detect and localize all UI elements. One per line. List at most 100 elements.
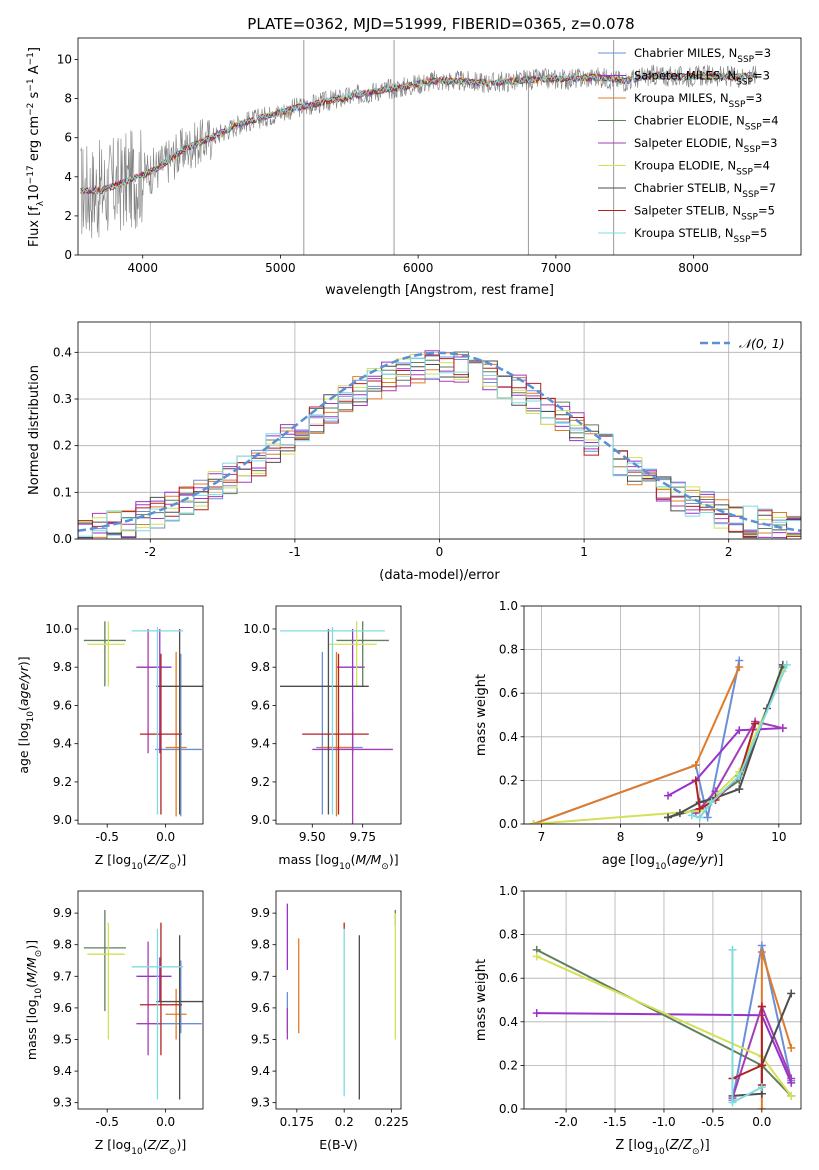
weight-line (694, 720, 784, 814)
y-tick-label: 0.2 (53, 439, 72, 453)
model-spectrum (80, 71, 757, 194)
y-axis-label-part: age [log (16, 722, 31, 773)
x-tick-label: 6000 (403, 261, 434, 275)
y-tick-label: 10.0 (243, 622, 270, 636)
extinction-mass-panel: 0.175 0.2 0.225 9.3 9.4 9.5 9.6 9.7 9.8 9.9 E(B-V) (251, 890, 409, 1152)
x-axis-label-part: ( (351, 852, 356, 867)
legend-label-part: Chabrier ELODIE, N (634, 114, 745, 128)
y-axis-label-part: ] (27, 47, 42, 52)
metallicity-mass-panel: -0.5 0.09.39.49.59.69.79.89.9Z [log10(Z/Z… (24, 890, 204, 1157)
y-tick-label: 9.8 (251, 660, 270, 674)
legend-label: Salpeter MILES, NSSP=3 (634, 69, 770, 88)
y-tick-label: 10.0 (45, 622, 72, 636)
x-axis-label: E(B-V) (319, 1137, 358, 1152)
x-axis-label: (data-model)/error (379, 568, 500, 583)
x-tick-label: 9 (696, 830, 704, 844)
legend-label-part: Kroupa STELIB, N (634, 226, 734, 240)
model-spectrum (80, 70, 758, 195)
axes-frame (77, 321, 802, 540)
y-tick-label: 6 (64, 131, 72, 145)
plot-area (529, 656, 791, 824)
legend-label-part: =3 (745, 91, 762, 105)
metallicity-weight-panel: -2.0 -1.5 -1.0 -0.5 0.0 0.0 0.2 0.4 0.6 0.8 1.0 Z [… (474, 884, 802, 1157)
y-tick-label: 9.4 (251, 1064, 270, 1078)
y-tick-label: 0.2 (499, 773, 518, 787)
y-tick-label: 9.0 (251, 813, 270, 827)
legend-label-part: Kroupa ELODIE, N (634, 159, 736, 173)
normal-curve (78, 351, 801, 533)
y-axis-label-part: A (27, 65, 42, 78)
legend-label-part: SSP (729, 100, 746, 110)
y-tick-label: 9.6 (251, 698, 270, 712)
y-tick-label: 0 (64, 248, 72, 262)
plot-area (83, 909, 203, 1100)
x-tick-label: -2.0 (554, 1115, 577, 1129)
y-tick-label: 8 (64, 92, 72, 106)
x-tick-label: -0.5 (95, 1115, 118, 1129)
x-tick-label: 4000 (127, 261, 158, 275)
weight-line (533, 671, 784, 824)
legend-label: Salpeter ELODIE, NSSP=3 (634, 136, 777, 155)
legend-label-part: =5 (758, 204, 775, 218)
y-axis-label-part: Flux [f (27, 206, 42, 247)
x-tick-label: -1.0 (652, 1115, 675, 1129)
x-axis-label-part: mass [log (278, 852, 339, 867)
axes-frame (77, 37, 802, 256)
x-tick-label: 7000 (541, 261, 572, 275)
y-axis-label-part: ( (16, 706, 31, 711)
y-tick-label: 0.8 (499, 928, 518, 942)
legend-label-part: SSP (742, 190, 759, 200)
x-axis-label-part: E(B-V) (319, 1137, 358, 1152)
x-axis-label-part: )] (389, 852, 399, 867)
x-tick-label: 0.0 (752, 1115, 771, 1129)
axes-frame (275, 605, 402, 825)
y-tick-label: 0.6 (499, 971, 518, 985)
residual-histogram-panel: -2 -1 0 1 2 0.0 0.1 0.2 0.3 0.4 𝒩(0, 1) (data-model… (27, 321, 802, 583)
legend-label: Kroupa ELODIE, NSSP=4 (634, 159, 770, 178)
grid (524, 605, 801, 825)
legend-label-part: Chabrier MILES, N (634, 46, 737, 60)
weight-line (667, 664, 784, 819)
x-axis-label-part: 10 (653, 1147, 665, 1157)
y-axis-label-part: 10 (27, 184, 42, 201)
y-tick-label: 0.0 (499, 817, 518, 831)
x-axis-label: mass [log10(M/M⊙)] (278, 852, 398, 872)
x-axis-label-part: wavelength [Angstrom, rest frame] (325, 283, 554, 298)
y-axis-label-part: )] (24, 940, 39, 950)
y-axis-label-part: age/yr (16, 665, 31, 706)
x-axis-label-part: ⊙ (169, 1147, 177, 1157)
legend-label: Kroupa MILES, NSSP=3 (634, 91, 762, 110)
legend-label-part: =7 (759, 181, 776, 195)
legend-label-part: SSP (736, 168, 753, 178)
y-axis-label-part: −1 (26, 52, 36, 65)
y-tick-label: 9.7 (53, 969, 72, 983)
y-tick-label: 2 (64, 209, 72, 223)
legend-label-part: =3 (761, 136, 778, 150)
x-axis-label-part: ( (143, 852, 148, 867)
x-tick-label: 8000 (678, 261, 709, 275)
x-axis-label-part: age/yr (671, 853, 714, 868)
x-axis-label-part: ⊙ (381, 862, 389, 872)
y-tick-label: 0.4 (53, 345, 72, 359)
y-axis-label: Flux [fλ10−17 erg cm−2 s−1 A−1] (26, 47, 46, 247)
y-tick-label: 0.6 (499, 686, 518, 700)
y-axis-label-part: M/M (24, 957, 39, 983)
y-tick-label: 9.3 (53, 1096, 72, 1110)
legend-label: Chabrier STELIB, NSSP=7 (634, 181, 776, 200)
x-axis-label-part: M/M (356, 852, 382, 867)
x-tick-label: 7 (538, 830, 546, 844)
legend-label: Chabrier MILES, NSSP=3 (634, 46, 771, 65)
x-tick-label: -2 (144, 545, 156, 559)
x-axis-label-part: Z/Z (669, 1138, 693, 1153)
legend-label-part: Salpeter ELODIE, N (634, 136, 744, 150)
legend-label: Chabrier ELODIE, NSSP=4 (634, 114, 779, 133)
plot-area (78, 350, 801, 539)
x-axis-label-part: 10 (655, 862, 667, 872)
y-tick-label: 9.4 (251, 737, 270, 751)
x-tick-label: -0.5 (95, 830, 118, 844)
y-axis-label-part: s (27, 91, 42, 102)
x-axis-label-part: 10 (131, 1147, 143, 1157)
y-tick-label: 9.5 (53, 1032, 72, 1046)
x-axis-label-part: 10 (131, 862, 143, 872)
